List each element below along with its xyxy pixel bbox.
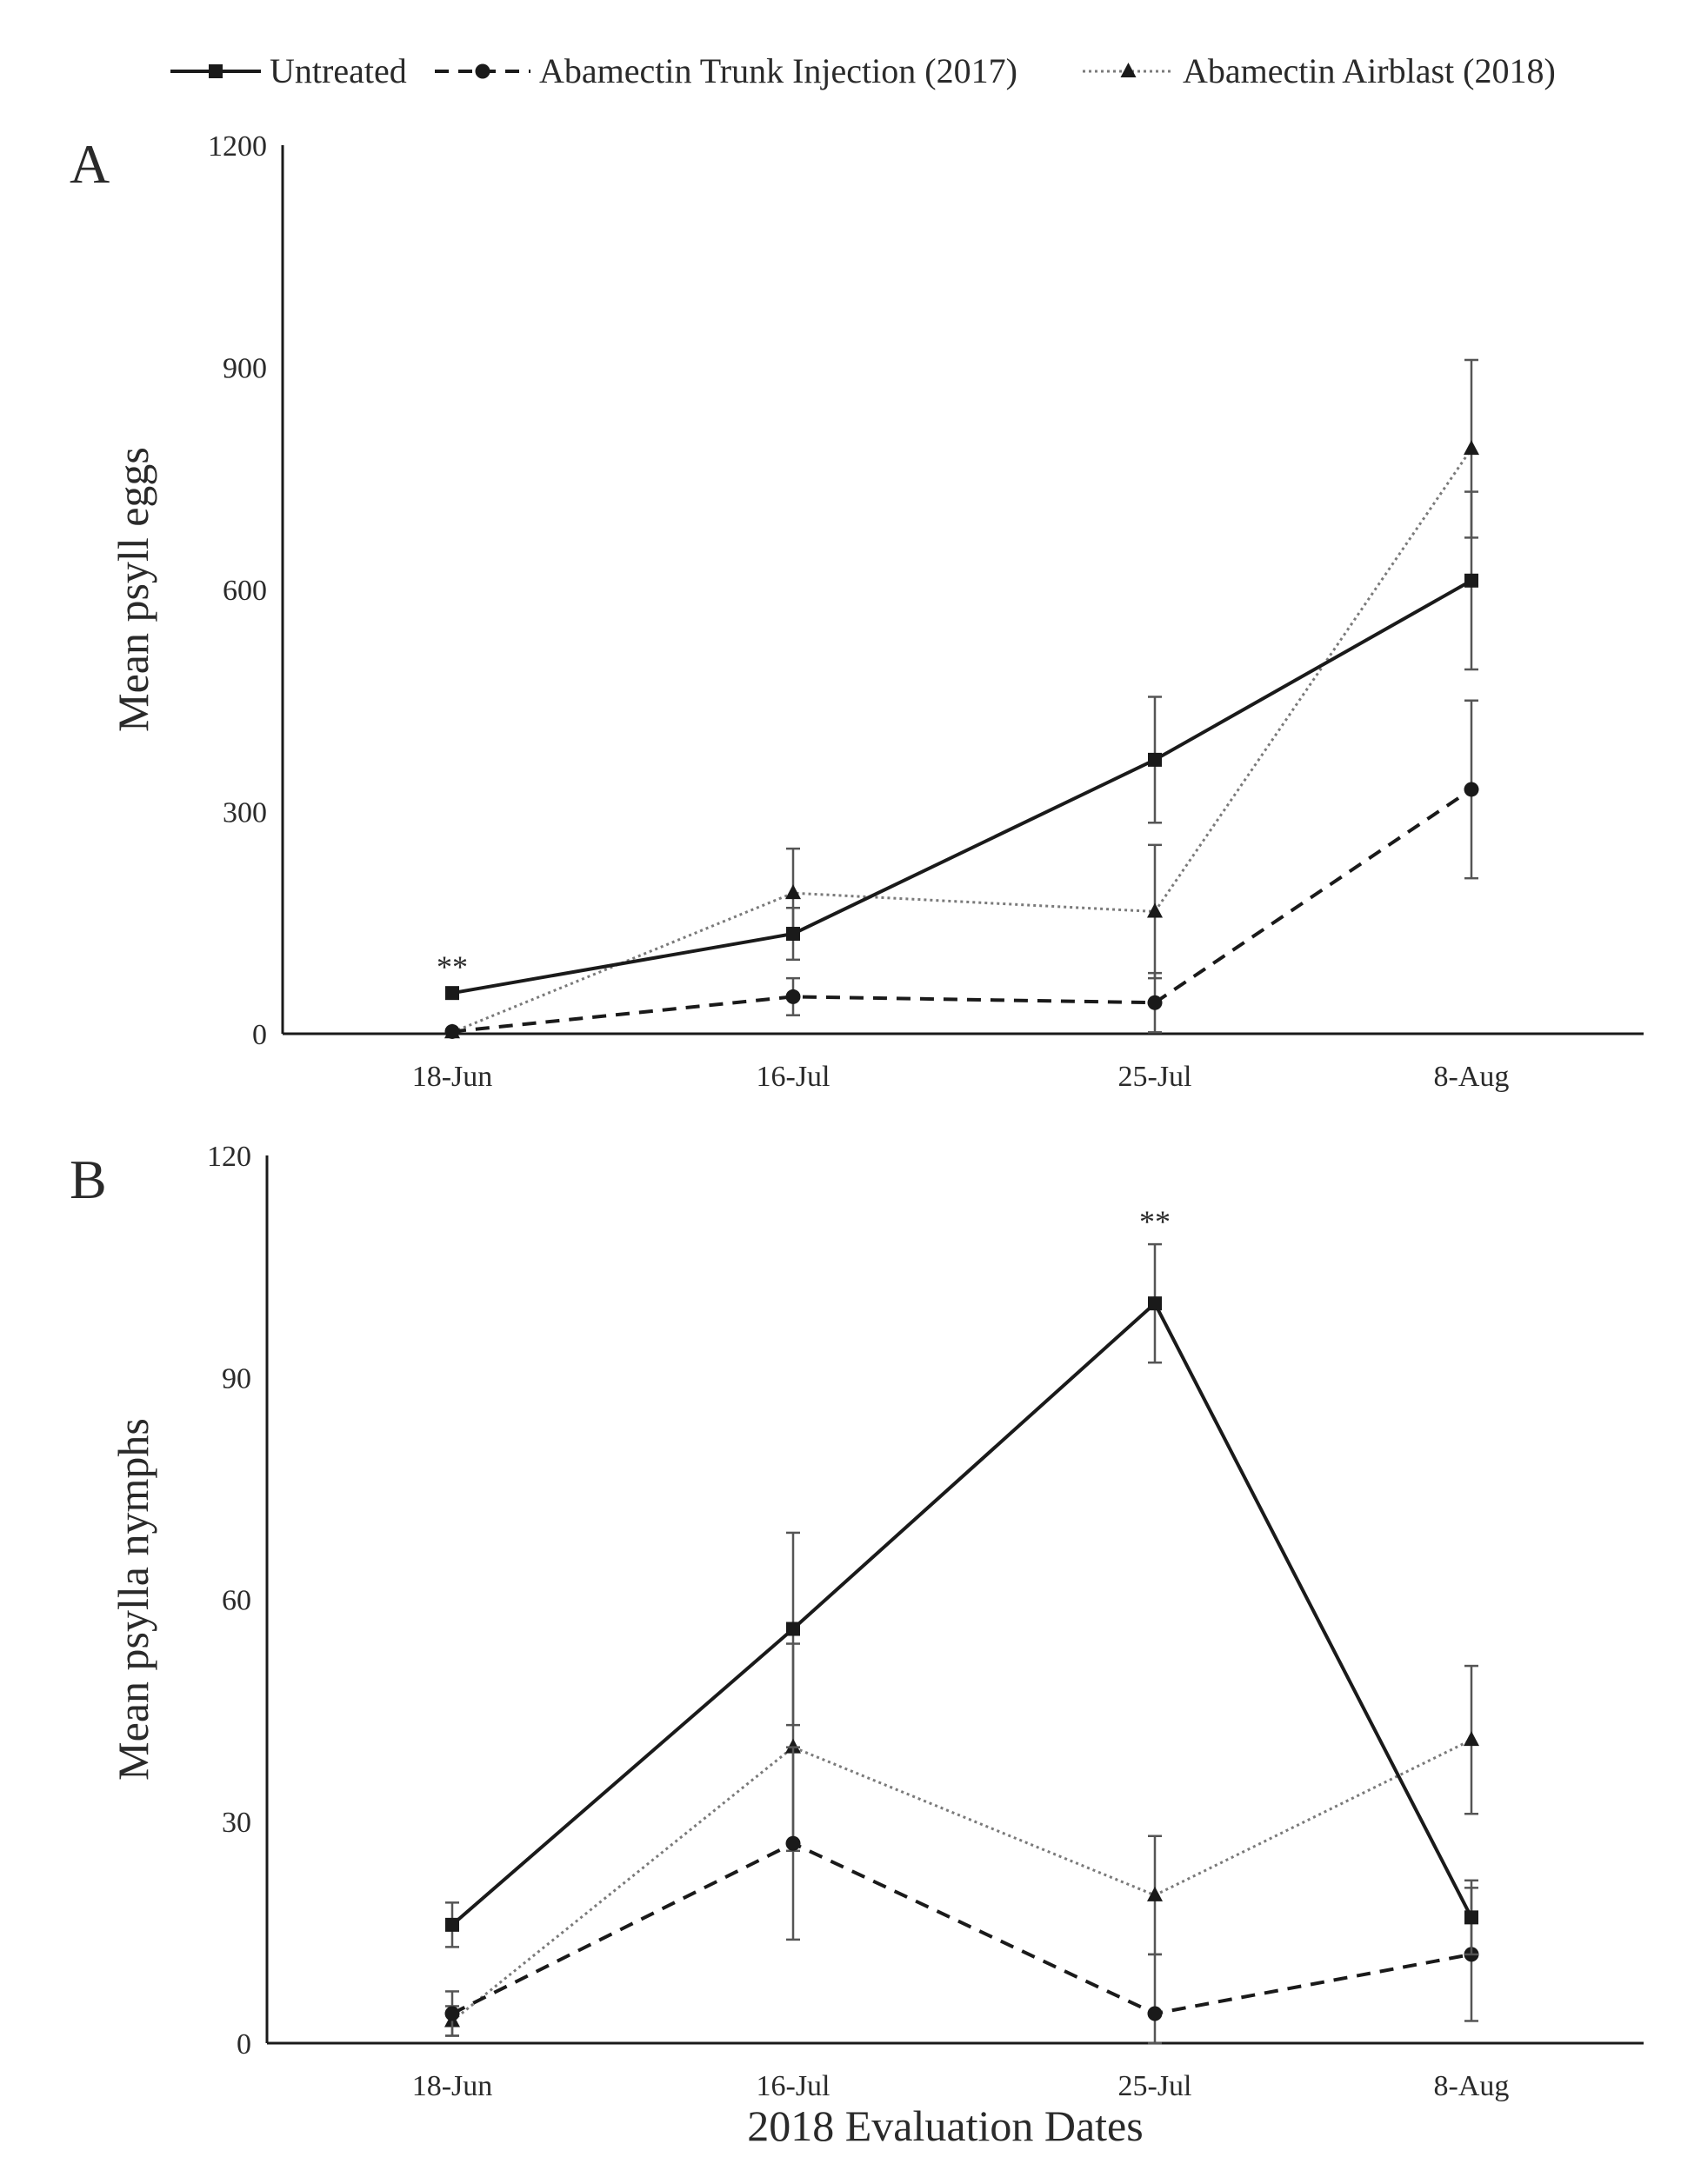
legend-label-untreated: Untreated (270, 51, 407, 90)
x-tick-label: 8-Aug (1434, 2070, 1510, 2102)
series-line-airblast (451, 1738, 1472, 2022)
y-axis-title: Mean psylla nymphs (109, 1418, 157, 1781)
series-line-airblast (451, 448, 1473, 1034)
data-point-trunk (785, 989, 801, 1004)
y-tick-label: 300 (223, 797, 267, 829)
legend-marker-airblast (1120, 63, 1137, 77)
data-point-trunk (1147, 995, 1163, 1010)
data-point-airblast (1147, 1886, 1163, 1901)
data-point-airblast (1464, 440, 1479, 456)
y-axis-title: Mean psyll eggs (109, 447, 157, 732)
panel-label: A (70, 133, 110, 195)
data-point-untreated (786, 927, 800, 942)
data-point-trunk (444, 2006, 460, 2021)
x-tick-label: 25-Jul (1118, 2070, 1192, 2102)
panel-b-chart: B 0 30 60 90 120 18-Jun 16-Jul 25-Jul 8-Aug Mean p… (70, 1141, 1644, 2102)
series-line-untreated (451, 579, 1472, 995)
data-point-trunk (444, 1023, 460, 1039)
data-point-trunk (785, 1835, 801, 1851)
significance-marker: ** (1139, 1204, 1171, 1239)
y-tick-label: 120 (207, 1141, 251, 1173)
data-point-untreated (1464, 1910, 1478, 1925)
data-point-airblast (1147, 902, 1163, 918)
x-tick-label: 16-Jul (757, 1061, 830, 1093)
series-line-trunk (451, 788, 1473, 1034)
y-tick-label: 0 (252, 1019, 267, 1051)
data-point-airblast (785, 1738, 801, 1754)
x-tick-label: 25-Jul (1118, 1061, 1192, 1093)
y-tick-label: 1200 (208, 130, 267, 163)
y-tick-label: 900 (223, 353, 267, 385)
error-bar-trunk (1148, 1953, 1162, 2045)
legend-label-trunk: Abamectin Trunk Injection (2017) (539, 51, 1017, 90)
y-tick-label: 0 (237, 2028, 251, 2061)
data-point-untreated (1148, 1296, 1162, 1311)
x-tick-label: 8-Aug (1434, 1061, 1510, 1093)
x-tick-label: 18-Jun (412, 1061, 493, 1093)
panel-a-chart: A 0 300 600 900 1200 18-Jun 16-Jul 25-Jul 8-Aug Me… (70, 130, 1644, 1093)
data-point-trunk (1147, 2006, 1163, 2021)
legend-marker-trunk (475, 63, 490, 79)
series-line-trunk (451, 1841, 1472, 2016)
x-tick-label: 16-Jul (757, 2070, 830, 2102)
legend: Untreated Abamectin Trunk Injection (2017… (170, 51, 1556, 90)
x-tick-label: 18-Jun (412, 2070, 493, 2102)
data-point-untreated (445, 1917, 459, 1932)
data-point-airblast (1464, 1731, 1479, 1747)
y-tick-label: 30 (222, 1807, 251, 1839)
data-point-untreated (1464, 573, 1478, 588)
series-line-untreated (450, 1300, 1473, 1927)
y-tick-label: 60 (222, 1585, 251, 1617)
legend-label-airblast: Abamectin Airblast (2018) (1183, 51, 1556, 90)
significance-marker: ** (437, 949, 468, 984)
y-tick-label: 90 (222, 1362, 251, 1395)
data-point-airblast (785, 884, 801, 900)
data-point-untreated (1148, 752, 1162, 767)
data-point-untreated (786, 1621, 800, 1636)
data-point-trunk (1464, 782, 1479, 797)
panel-label: B (70, 1149, 107, 1210)
legend-marker-untreated (209, 64, 223, 78)
data-point-untreated (445, 986, 459, 1001)
x-axis-title: 2018 Evaluation Dates (747, 2101, 1143, 2150)
y-tick-label: 600 (223, 575, 267, 607)
